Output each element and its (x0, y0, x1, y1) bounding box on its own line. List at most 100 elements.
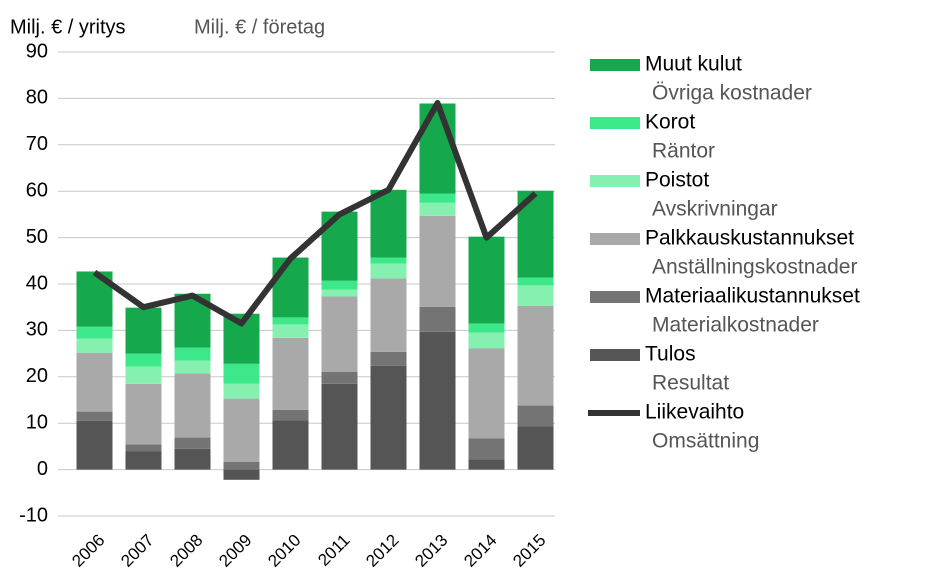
bar-segment (272, 420, 309, 470)
x-tick-label: 2006 (68, 531, 108, 571)
legend-swatch (590, 117, 640, 129)
legend-label: Muut kulut (645, 53, 742, 76)
x-tick-label: 2008 (166, 531, 206, 571)
bar-segment (223, 469, 260, 480)
legend-label: Palkkauskustannukset (645, 227, 854, 250)
bar-segment (76, 326, 113, 339)
bar-segment (223, 363, 260, 384)
bar-segment (223, 398, 260, 462)
y-tick-label: -10 (19, 504, 48, 526)
legend-sublabel: Anställningskostnader (652, 256, 857, 279)
bar-segment (174, 347, 211, 361)
bar-segment (174, 448, 211, 470)
bar-segment (517, 305, 554, 406)
bar-segment (174, 360, 211, 374)
legend-swatch (590, 349, 640, 361)
bar-segment (370, 278, 407, 352)
y-tick-label: 70 (26, 133, 48, 155)
legend-sublabel: Räntor (652, 140, 715, 163)
bar-segment (272, 257, 309, 318)
bar-segment (321, 371, 358, 384)
bar-segment (370, 365, 407, 470)
bar-segment (174, 373, 211, 438)
bar-segment (125, 444, 162, 452)
legend-label: Poistot (645, 169, 709, 192)
bar-segment (125, 353, 162, 367)
bar-segment (419, 331, 456, 470)
bar-segment (321, 280, 358, 290)
bar-segment (517, 405, 554, 427)
y-tick-label: 0 (37, 458, 48, 480)
x-tick-label: 2010 (264, 531, 304, 571)
bar-segment (468, 438, 505, 460)
legend-sublabel: Omsättning (652, 430, 759, 453)
legend-sublabel: Avskrivningar (652, 198, 778, 221)
bar-segment (468, 323, 505, 333)
bar-segment (517, 285, 554, 306)
x-tick-label: 2007 (117, 531, 157, 571)
bar-segment (370, 351, 407, 366)
chart-subtitle: Milj. € / företag (194, 16, 325, 38)
legend-swatch (590, 175, 640, 187)
legend-swatch (590, 233, 640, 245)
y-tick-label: 30 (26, 319, 48, 341)
bar-segment (223, 461, 260, 470)
bar-segment (76, 352, 113, 412)
legend-label: Liikevaihto (645, 401, 744, 424)
bar-segment (468, 459, 505, 470)
legend-sublabel: Resultat (652, 372, 729, 395)
y-tick-label: 50 (26, 226, 48, 248)
y-tick-label: 90 (26, 40, 48, 62)
bar-segment (174, 437, 211, 449)
bar-segment (517, 426, 554, 470)
bar-segment (419, 193, 456, 203)
legend-swatch (590, 59, 640, 71)
x-tick-label: 2015 (509, 531, 549, 571)
bar-segment (419, 215, 456, 307)
legend-sublabel: Materialkostnader (652, 314, 819, 337)
bar-segment (272, 317, 309, 325)
line-series (92, 100, 538, 327)
y-tick-label: 40 (26, 272, 48, 294)
bar-segment (370, 263, 407, 279)
bar-segment (272, 324, 309, 338)
bar-segment (272, 337, 309, 410)
bar-segment (125, 366, 162, 384)
bar-segment (370, 189, 407, 258)
y-tick-label: 10 (26, 411, 48, 433)
bar-segment (272, 409, 309, 421)
y-tick-label: 60 (26, 179, 48, 201)
bar-segment (76, 420, 113, 470)
legend-label: Korot (645, 111, 695, 134)
x-tick-label: 2009 (215, 531, 255, 571)
legend-swatch (590, 291, 640, 303)
y-tick-label: 80 (26, 87, 48, 109)
bar-segment (419, 103, 456, 194)
x-tick-label: 2011 (314, 531, 353, 570)
bar-segment (419, 306, 456, 332)
bar-segment (321, 296, 358, 372)
bar-segment (223, 383, 260, 399)
x-tick-label: 2012 (362, 531, 402, 571)
bar-segment (76, 338, 113, 353)
legend-sublabel: Övriga kostnader (652, 82, 812, 105)
bar-segment (468, 348, 505, 439)
bar-segment (125, 383, 162, 445)
legend-label: Tulos (645, 343, 696, 366)
bar-segment (125, 451, 162, 470)
bar-segment (517, 277, 554, 286)
y-tick-label: 20 (26, 365, 48, 387)
x-tick-label: 2013 (411, 531, 451, 571)
x-tick-label: 2014 (460, 531, 500, 571)
bar-segment (76, 411, 113, 421)
legend-label: Materiaalikustannukset (645, 285, 860, 308)
bar-segment (419, 202, 456, 216)
bar-segment (468, 236, 505, 324)
bar-segment (468, 332, 505, 349)
chart-title: Milj. € / yritys (10, 16, 126, 38)
bar-segment (321, 289, 358, 297)
bar-segment (125, 307, 162, 354)
bar-segment (370, 257, 407, 264)
bar-segment (321, 383, 358, 470)
